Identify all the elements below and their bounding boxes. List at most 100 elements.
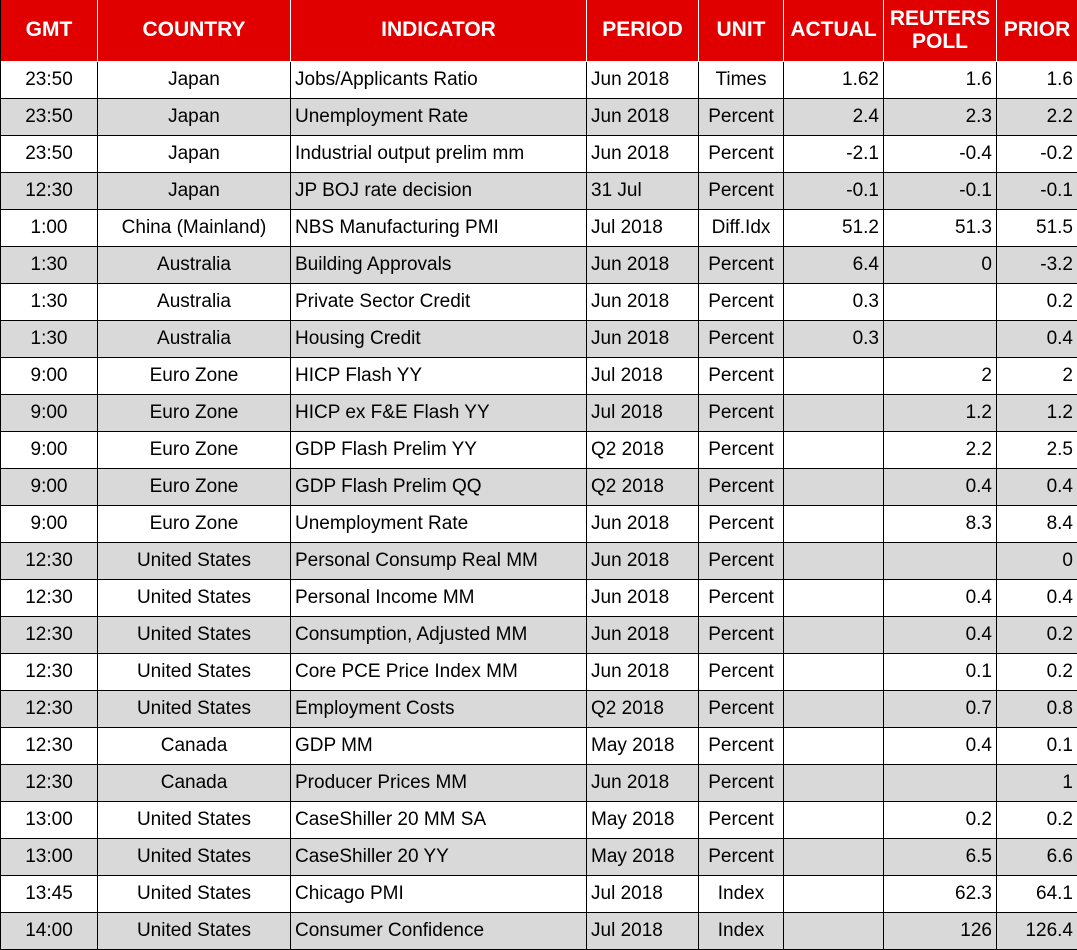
country-cell: Japan: [98, 99, 291, 136]
prior-cell: 6.6: [997, 839, 1077, 876]
header-cell: UNIT: [699, 0, 784, 62]
reuters-poll-cell: 0.4: [884, 580, 997, 617]
reuters-poll-cell: 0.7: [884, 691, 997, 728]
unit-cell: Times: [699, 62, 784, 99]
gmt-cell: 12:30: [1, 654, 98, 691]
unit-cell: Percent: [699, 432, 784, 469]
actual-cell: [784, 432, 884, 469]
prior-cell: 0.2: [997, 284, 1077, 321]
gmt-cell: 23:50: [1, 62, 98, 99]
reuters-poll-cell: 1.2: [884, 395, 997, 432]
country-cell: United States: [98, 876, 291, 913]
period-cell: Jun 2018: [587, 654, 699, 691]
reuters-poll-cell: -0.4: [884, 136, 997, 173]
actual-cell: [784, 654, 884, 691]
prior-cell: 2.2: [997, 99, 1077, 136]
country-cell: United States: [98, 654, 291, 691]
actual-cell: [784, 395, 884, 432]
actual-cell: -0.1: [784, 173, 884, 210]
header-cell: PRIOR: [997, 0, 1077, 62]
reuters-poll-cell: 0.4: [884, 469, 997, 506]
gmt-cell: 12:30: [1, 543, 98, 580]
gmt-cell: 9:00: [1, 395, 98, 432]
gmt-cell: 14:00: [1, 913, 98, 950]
country-cell: Euro Zone: [98, 506, 291, 543]
unit-cell: Percent: [699, 99, 784, 136]
indicator-cell: Consumption, Adjusted MM: [291, 617, 587, 654]
country-cell: Euro Zone: [98, 432, 291, 469]
prior-cell: 0.4: [997, 469, 1077, 506]
gmt-cell: 9:00: [1, 432, 98, 469]
reuters-poll-cell: 2: [884, 358, 997, 395]
period-cell: Jun 2018: [587, 543, 699, 580]
prior-cell: 0.1: [997, 728, 1077, 765]
unit-cell: Percent: [699, 765, 784, 802]
unit-cell: Diff.Idx: [699, 210, 784, 247]
period-cell: Jun 2018: [587, 580, 699, 617]
prior-cell: 8.4: [997, 506, 1077, 543]
country-cell: Euro Zone: [98, 469, 291, 506]
unit-cell: Percent: [699, 543, 784, 580]
period-cell: May 2018: [587, 728, 699, 765]
actual-cell: [784, 728, 884, 765]
indicator-cell: CaseShiller 20 MM SA: [291, 802, 587, 839]
period-cell: May 2018: [587, 802, 699, 839]
reuters-poll-cell: [884, 321, 997, 358]
gmt-cell: 9:00: [1, 469, 98, 506]
unit-cell: Percent: [699, 654, 784, 691]
actual-cell: [784, 691, 884, 728]
actual-cell: 1.62: [784, 62, 884, 99]
period-cell: Jun 2018: [587, 247, 699, 284]
gmt-cell: 12:30: [1, 580, 98, 617]
gmt-cell: 1:30: [1, 247, 98, 284]
period-cell: Jun 2018: [587, 99, 699, 136]
actual-cell: 2.4: [784, 99, 884, 136]
prior-cell: -0.2: [997, 136, 1077, 173]
country-cell: United States: [98, 580, 291, 617]
prior-cell: 2: [997, 358, 1077, 395]
prior-cell: 0.8: [997, 691, 1077, 728]
indicator-cell: Housing Credit: [291, 321, 587, 358]
indicator-cell: JP BOJ rate decision: [291, 173, 587, 210]
gmt-cell: 12:30: [1, 728, 98, 765]
reuters-poll-cell: 51.3: [884, 210, 997, 247]
actual-cell: [784, 543, 884, 580]
unit-cell: Percent: [699, 284, 784, 321]
country-cell: Australia: [98, 321, 291, 358]
indicator-cell: GDP Flash Prelim QQ: [291, 469, 587, 506]
country-cell: Euro Zone: [98, 395, 291, 432]
indicator-cell: HICP ex F&E Flash YY: [291, 395, 587, 432]
unit-cell: Index: [699, 876, 784, 913]
indicator-cell: Personal Consump Real MM: [291, 543, 587, 580]
period-cell: Jul 2018: [587, 395, 699, 432]
country-cell: Canada: [98, 728, 291, 765]
gmt-cell: 9:00: [1, 506, 98, 543]
country-cell: United States: [98, 913, 291, 950]
reuters-poll-cell: -0.1: [884, 173, 997, 210]
unit-cell: Percent: [699, 691, 784, 728]
gmt-cell: 12:30: [1, 765, 98, 802]
reuters-poll-cell: 0.1: [884, 654, 997, 691]
actual-cell: [784, 469, 884, 506]
gmt-cell: 1:30: [1, 284, 98, 321]
unit-cell: Percent: [699, 506, 784, 543]
country-cell: United States: [98, 691, 291, 728]
reuters-poll-cell: 0.2: [884, 802, 997, 839]
gmt-cell: 23:50: [1, 136, 98, 173]
reuters-poll-cell: 0.4: [884, 617, 997, 654]
prior-cell: -3.2: [997, 247, 1077, 284]
reuters-poll-cell: [884, 765, 997, 802]
period-cell: Jun 2018: [587, 506, 699, 543]
country-cell: Euro Zone: [98, 358, 291, 395]
unit-cell: Percent: [699, 358, 784, 395]
actual-cell: [784, 617, 884, 654]
unit-cell: Percent: [699, 802, 784, 839]
gmt-cell: 1:00: [1, 210, 98, 247]
reuters-poll-cell: 2.2: [884, 432, 997, 469]
country-cell: Canada: [98, 765, 291, 802]
prior-cell: 0.2: [997, 617, 1077, 654]
actual-cell: 6.4: [784, 247, 884, 284]
period-cell: May 2018: [587, 839, 699, 876]
prior-cell: 0.4: [997, 321, 1077, 358]
